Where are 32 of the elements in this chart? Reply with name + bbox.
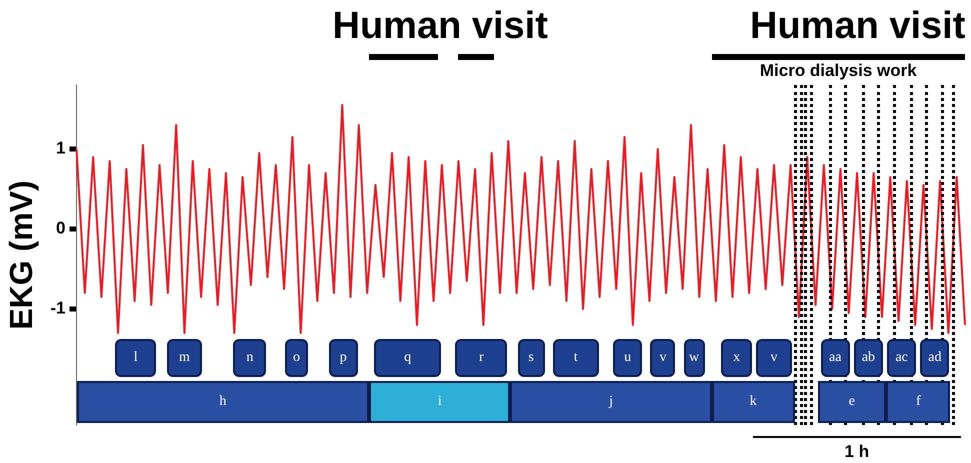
tag-box: i (369, 381, 510, 423)
tag-box: o (285, 339, 308, 377)
text: Micro dialysis work (760, 61, 917, 81)
tag-box: k (712, 381, 795, 423)
tag-box: m (166, 339, 202, 377)
tag-box: p (328, 339, 358, 377)
text: Human visit (750, 5, 966, 47)
tag-box: r (455, 339, 508, 377)
tag-box: n (233, 339, 266, 377)
y-axis-title: EKG (mV) (3, 180, 40, 330)
y-tick-label: 1 (56, 138, 66, 158)
y-tick-label: -1 (50, 298, 66, 318)
tag-box: f (886, 381, 950, 423)
tag-box: w (684, 339, 704, 377)
tag-box: h (76, 381, 370, 423)
tag-box: aa (820, 339, 850, 377)
tag-box: u (613, 339, 642, 377)
tag-box: x (721, 339, 752, 377)
y-tick-label: 0 (56, 218, 66, 238)
tag-box: v (756, 339, 792, 377)
tag-box: t (552, 339, 599, 377)
tag-box: l (114, 339, 156, 377)
tag-box: ac (887, 339, 916, 377)
tag-box: j (510, 381, 712, 423)
text: Human visit (332, 5, 548, 47)
tag-box: e (818, 381, 886, 423)
tag-box: ad (920, 339, 950, 377)
tag-box: ab (854, 339, 884, 377)
tag-box: s (518, 339, 545, 377)
text: 1 h (844, 442, 870, 462)
tag-box: v (650, 339, 676, 377)
tag-box: q (374, 339, 441, 377)
